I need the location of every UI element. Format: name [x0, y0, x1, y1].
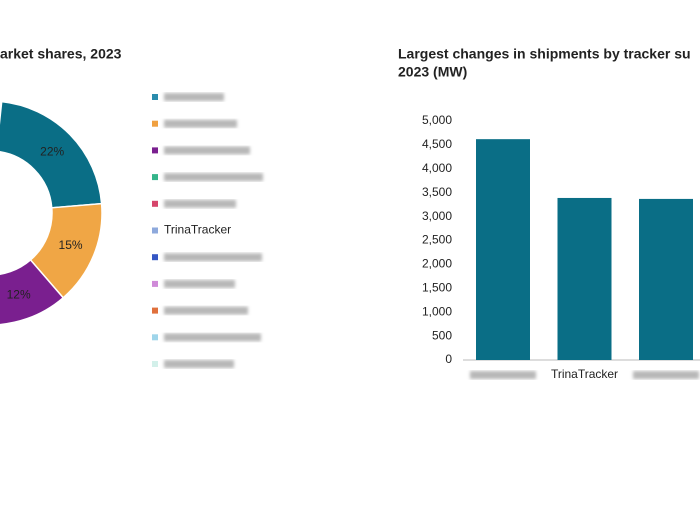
- legend-label-blurred: [164, 199, 236, 208]
- pie-segment: [0, 258, 65, 326]
- legend-label-blurred: [164, 360, 234, 368]
- bar-title: Largest changes in shipments by tracker …: [398, 46, 691, 62]
- bar: [639, 198, 693, 360]
- y-tick-label: 2,000: [422, 257, 452, 271]
- y-tick-label: 1,000: [422, 304, 452, 318]
- legend-label-blurred: [164, 253, 262, 262]
- bar: [476, 139, 530, 360]
- pie-title: arket shares, 2023: [0, 46, 122, 62]
- legend-label-blurred: [164, 279, 235, 288]
- legend-label-blurred: [164, 119, 237, 128]
- legend-swatch: [152, 307, 158, 314]
- y-tick-label: 0: [445, 352, 452, 366]
- y-tick-label: 4,500: [422, 137, 452, 151]
- legend-label-blurred: [164, 333, 261, 342]
- legend-label-blurred: [164, 306, 248, 315]
- legend-swatch: [152, 200, 158, 207]
- legend-swatch: [152, 94, 158, 100]
- legend-swatch: [152, 147, 158, 154]
- bar: [557, 197, 612, 360]
- legend-swatch: [152, 334, 158, 341]
- bar-subtitle: 2023 (MW): [398, 64, 467, 80]
- y-tick-label: 2,500: [422, 233, 452, 247]
- legend-swatch: [152, 254, 158, 261]
- y-tick-label: 4,000: [422, 161, 452, 175]
- y-tick-label: 1,500: [422, 280, 452, 294]
- pie-label: 22%: [40, 144, 64, 158]
- legend-swatch: [152, 227, 158, 234]
- y-tick-label: 3,000: [422, 209, 452, 223]
- pie-label: 12%: [7, 287, 31, 301]
- y-tick-label: 500: [432, 328, 452, 342]
- x-tick-label: TrinaTracker: [551, 367, 618, 381]
- legend-swatch: [152, 361, 158, 367]
- legend-swatch: [152, 120, 158, 127]
- legend-swatch: [152, 174, 158, 181]
- x-tick-label-blurred: [470, 371, 536, 379]
- x-tick-label-blurred: [633, 371, 699, 379]
- legend-label: TrinaTracker: [164, 223, 231, 237]
- legend-label-blurred: [164, 146, 250, 155]
- y-tick-label: 3,500: [422, 185, 452, 199]
- legend-swatch: [152, 280, 158, 287]
- legend-label-blurred: [164, 93, 224, 101]
- pie-label: 15%: [59, 238, 83, 252]
- y-tick-label: 5,000: [422, 113, 452, 127]
- legend-label-blurred: [164, 173, 263, 182]
